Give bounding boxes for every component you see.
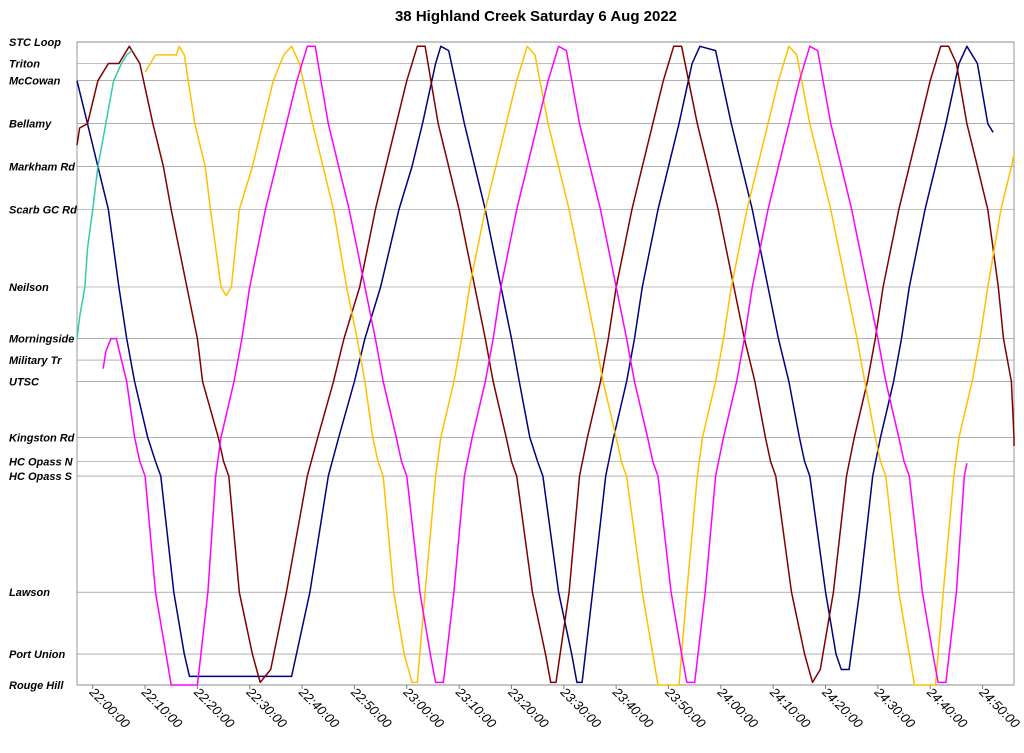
stop-labels: STC Loop Triton McCowan Bellamy Markham Rd Sc…	[9, 37, 77, 692]
series-line-4	[76, 50, 133, 339]
stop-label: HC Opass S	[9, 471, 73, 483]
series-line-3	[102, 45, 968, 686]
x-tick-label: 23:00:00	[400, 684, 448, 732]
stop-label: STC Loop	[9, 37, 61, 49]
x-tick-label: 23:40:00	[609, 684, 657, 732]
x-tick-label: 24:20:00	[819, 684, 867, 732]
gridlines	[76, 41, 1015, 686]
x-tick-label: 23:50:00	[662, 684, 710, 732]
series-line-2	[144, 45, 1015, 686]
plot-frame	[76, 41, 1015, 686]
stop-label: Port Union	[9, 649, 65, 661]
x-tick-label: 24:10:00	[766, 684, 814, 732]
x-tick-label: 24:50:00	[976, 684, 1024, 732]
x-tick-label: 22:50:00	[348, 684, 396, 732]
series-lines	[76, 45, 1015, 686]
stop-label: HC Opass N	[9, 456, 74, 468]
x-tick-label: 24:40:00	[923, 684, 971, 732]
x-tick-label: 22:10:00	[138, 684, 186, 732]
stop-label: Rouge Hill	[9, 680, 64, 692]
stop-label: Kingston Rd	[9, 432, 75, 444]
x-tick-label: 23:20:00	[505, 684, 553, 732]
stop-label: Triton	[9, 58, 40, 70]
stop-label: Neilson	[9, 282, 49, 294]
x-tick-label: 24:00:00	[714, 684, 762, 732]
x-tick-label: 23:30:00	[557, 684, 605, 732]
stop-label: Lawson	[9, 587, 50, 599]
x-tick-label: 23:10:00	[452, 684, 500, 732]
chart-title: 38 Highland Creek Saturday 6 Aug 2022	[395, 8, 677, 25]
x-tick-label: 24:30:00	[871, 684, 919, 732]
stop-label: Military Tr	[9, 355, 62, 367]
stop-label: Morningside	[9, 334, 74, 346]
stop-label: Markham Rd	[9, 162, 75, 174]
stop-label: Bellamy	[9, 119, 52, 131]
x-tick-label: 22:40:00	[295, 684, 343, 732]
x-tick-label: 22:20:00	[191, 684, 239, 732]
x-tick-label: 22:00:00	[86, 684, 134, 732]
series-line-0	[76, 45, 994, 684]
time-tick-labels: 22:00:00 22:10:00 22:20:00 22:30:00 22:40:00…	[86, 684, 1024, 732]
stop-label: Scarb GC Rd	[9, 205, 77, 217]
x-tick-label: 22:30:00	[243, 684, 291, 732]
stop-label: McCowan	[9, 76, 61, 88]
series-line-1	[76, 45, 1015, 684]
stop-label: UTSC	[9, 377, 40, 389]
